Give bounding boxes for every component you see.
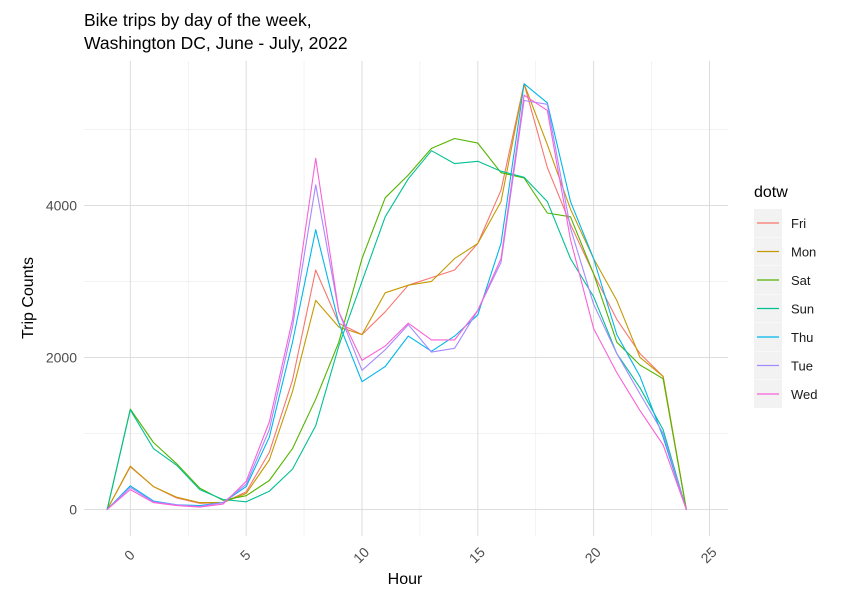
y-axis-ticks: 0 2000 4000 xyxy=(46,197,77,517)
y-tick-label: 0 xyxy=(69,501,77,517)
x-axis-title: Hour xyxy=(388,571,423,588)
series-line-tue xyxy=(106,99,687,510)
series-line-sun xyxy=(106,150,687,510)
legend-items: Fri Mon Sat Sun Thu Tue Wed xyxy=(754,209,818,408)
legend-label-mon: Mon xyxy=(791,245,816,260)
x-axis-ticks: 0 5 10 15 20 25 xyxy=(121,544,720,566)
series-lines xyxy=(106,83,687,510)
legend-label-wed: Wed xyxy=(791,387,818,402)
legend: dotw Fri Mon Sat Sun Thu Tue Wed xyxy=(754,184,818,408)
series-line-mon xyxy=(106,83,687,510)
x-tick-label: 25 xyxy=(697,544,719,566)
x-tick-label: 20 xyxy=(582,544,604,566)
y-tick-label: 2000 xyxy=(46,349,77,365)
legend-label-thu: Thu xyxy=(791,330,813,345)
legend-label-fri: Fri xyxy=(791,216,806,231)
gridlines xyxy=(84,61,728,536)
chart-title: Bike trips by day of the week, xyxy=(84,10,312,30)
series-line-thu xyxy=(106,83,687,510)
legend-label-tue: Tue xyxy=(791,359,813,374)
chart-subtitle: Washington DC, June - July, 2022 xyxy=(84,33,348,53)
y-axis-title: Trip Counts xyxy=(20,257,37,339)
legend-label-sun: Sun xyxy=(791,302,814,317)
series-line-sat xyxy=(106,137,687,510)
x-tick-label: 15 xyxy=(466,544,488,566)
legend-title: dotw xyxy=(754,184,788,201)
x-tick-label: 0 xyxy=(121,547,138,564)
series-line-fri xyxy=(106,83,687,510)
legend-label-sat: Sat xyxy=(791,273,811,288)
x-tick-label: 5 xyxy=(237,547,254,564)
series-line-wed xyxy=(106,94,687,510)
plot-area xyxy=(84,61,728,536)
x-tick-label: 10 xyxy=(350,544,372,566)
y-tick-label: 4000 xyxy=(46,197,77,213)
